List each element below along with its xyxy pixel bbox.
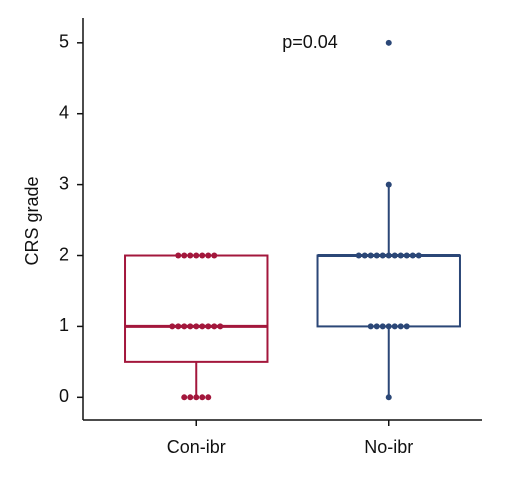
data-point (415, 252, 422, 259)
data-point (403, 323, 410, 330)
data-point (397, 252, 404, 259)
data-point (409, 252, 416, 259)
data-point (391, 252, 398, 259)
data-point (181, 394, 188, 401)
data-point (385, 181, 392, 188)
data-point (199, 323, 206, 330)
y-tick-label: 1 (59, 315, 69, 335)
data-point (373, 323, 380, 330)
data-point (199, 394, 206, 401)
data-point (205, 252, 212, 259)
data-point (379, 323, 386, 330)
data-point (199, 252, 206, 259)
annotation: p=0.04 (282, 32, 338, 52)
data-point (397, 323, 404, 330)
y-tick-label: 3 (59, 173, 69, 193)
x-tick-label: No-ibr (364, 437, 413, 457)
data-point (367, 252, 374, 259)
y-axis-label: CRS grade (22, 176, 42, 265)
box (316, 254, 461, 328)
data-point (193, 394, 200, 401)
data-point (181, 252, 188, 259)
data-point (361, 252, 368, 259)
data-point (403, 252, 410, 259)
data-point (211, 323, 218, 330)
data-point (385, 323, 392, 330)
y-tick-label: 0 (59, 386, 69, 406)
data-point (211, 252, 218, 259)
data-point (367, 323, 374, 330)
x-tick-label: Con-ibr (167, 437, 226, 457)
data-point (385, 39, 392, 46)
data-point (385, 394, 392, 401)
data-point (355, 252, 362, 259)
data-point (385, 252, 392, 259)
data-point (175, 323, 182, 330)
data-point (193, 252, 200, 259)
data-point (205, 394, 212, 401)
box (124, 254, 269, 363)
data-point (193, 323, 200, 330)
y-tick-label: 4 (59, 102, 69, 122)
data-point (187, 323, 194, 330)
data-point (217, 323, 224, 330)
data-point (175, 252, 182, 259)
y-tick-label: 2 (59, 244, 69, 264)
data-point (391, 323, 398, 330)
y-tick-label: 5 (59, 32, 69, 52)
data-point (187, 394, 194, 401)
data-point (379, 252, 386, 259)
data-point (169, 323, 176, 330)
data-point (373, 252, 380, 259)
data-point (205, 323, 212, 330)
data-point (187, 252, 194, 259)
data-point (181, 323, 188, 330)
